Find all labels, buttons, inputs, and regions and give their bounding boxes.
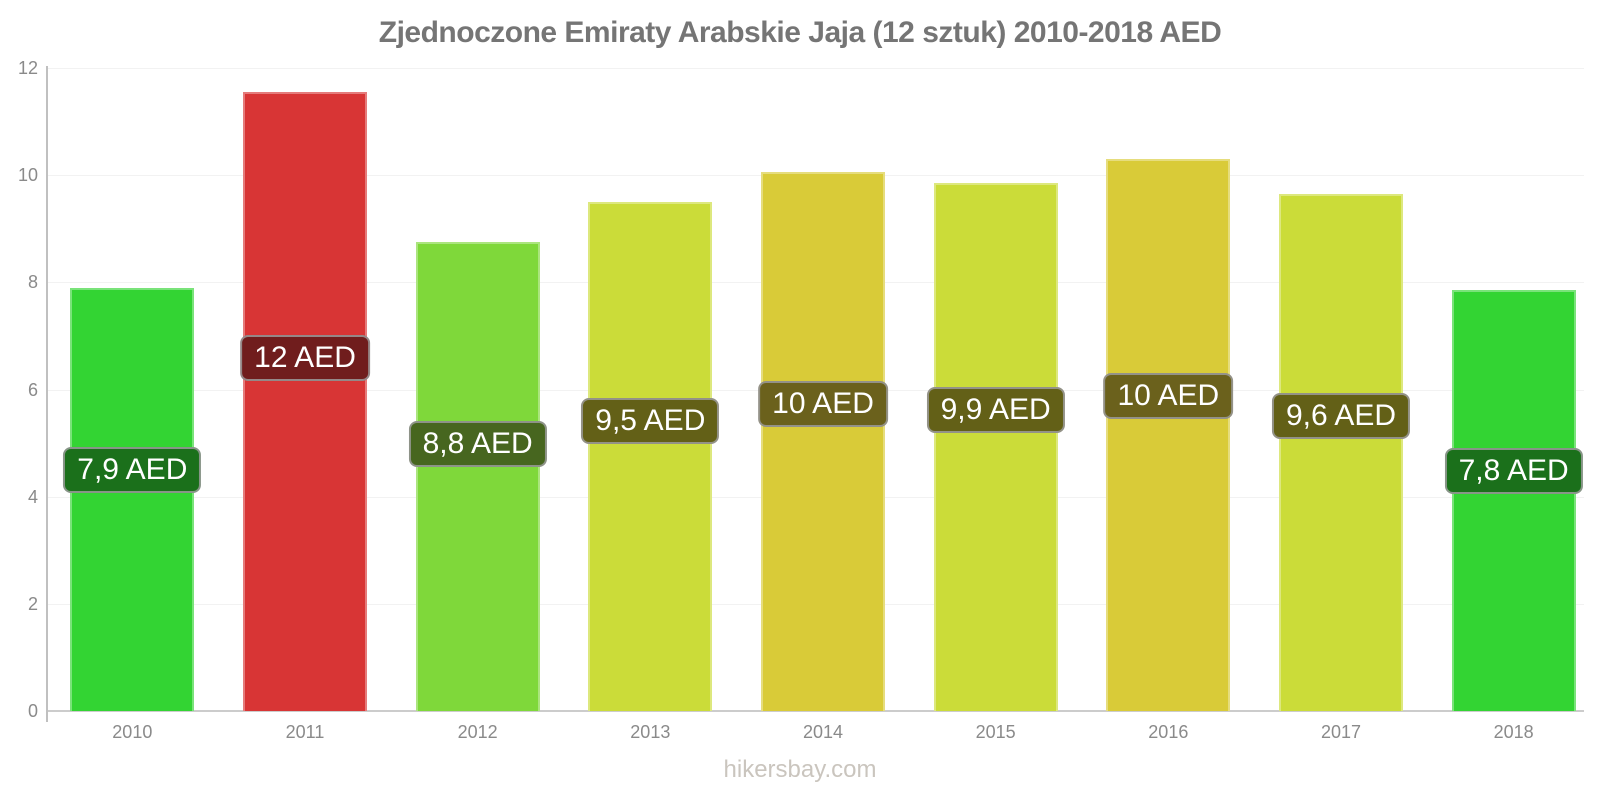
bar-2014 <box>761 172 885 711</box>
watermark-text: hikersbay.com <box>723 756 877 783</box>
bar-value-badge: 7,9 AED <box>63 446 202 493</box>
x-tick-label: 2017 <box>1320 722 1362 742</box>
bar-value-badge: 9,9 AED <box>926 387 1065 434</box>
bar-2013 <box>588 201 713 711</box>
y-tick-label: 8 <box>27 272 38 293</box>
gridline <box>46 68 1584 69</box>
x-tick-label: 2011 <box>285 722 325 742</box>
x-tick-label: 2010 <box>112 722 153 742</box>
bar-value-badge: 9,5 AED <box>581 397 720 444</box>
bar-value-badge: 10 AED <box>1103 373 1234 420</box>
x-tick-label: 2013 <box>630 722 671 742</box>
y-axis-line <box>46 66 48 722</box>
x-tick-label: 2012 <box>457 722 498 742</box>
y-tick-label: 2 <box>27 593 38 614</box>
x-tick-label: 2014 <box>802 722 844 742</box>
x-tick-label: 2016 <box>1148 722 1189 742</box>
bar-value-badge: 7,8 AED <box>1444 448 1583 495</box>
bar-2010 <box>70 287 195 711</box>
x-axis-baseline <box>46 710 1584 712</box>
bar-2016 <box>1106 159 1231 711</box>
y-tick-label: 6 <box>27 379 38 400</box>
chart-title: Zjednoczone Emiraty Arabskie Jaja (12 sz… <box>378 16 1222 49</box>
x-tick-label: 2018 <box>1493 722 1534 742</box>
bar-2015 <box>933 183 1058 711</box>
bar-value-badge: 12 AED <box>240 335 370 382</box>
bar-2017 <box>1279 193 1403 711</box>
bar-value-badge: 8,8 AED <box>408 420 547 467</box>
bar-value-badge: 9,6 AED <box>1271 393 1411 440</box>
y-tick-label: 0 <box>27 701 38 721</box>
y-tick-label: 4 <box>27 486 38 507</box>
bar-2011 <box>243 92 367 711</box>
bar-value-badge: 10 AED <box>758 381 888 428</box>
x-tick-label: 2015 <box>975 722 1016 742</box>
bar-2018 <box>1451 290 1576 711</box>
bar-2012 <box>415 242 540 711</box>
y-tick-label: 12 <box>17 58 38 78</box>
y-tick-label: 10 <box>17 165 38 186</box>
